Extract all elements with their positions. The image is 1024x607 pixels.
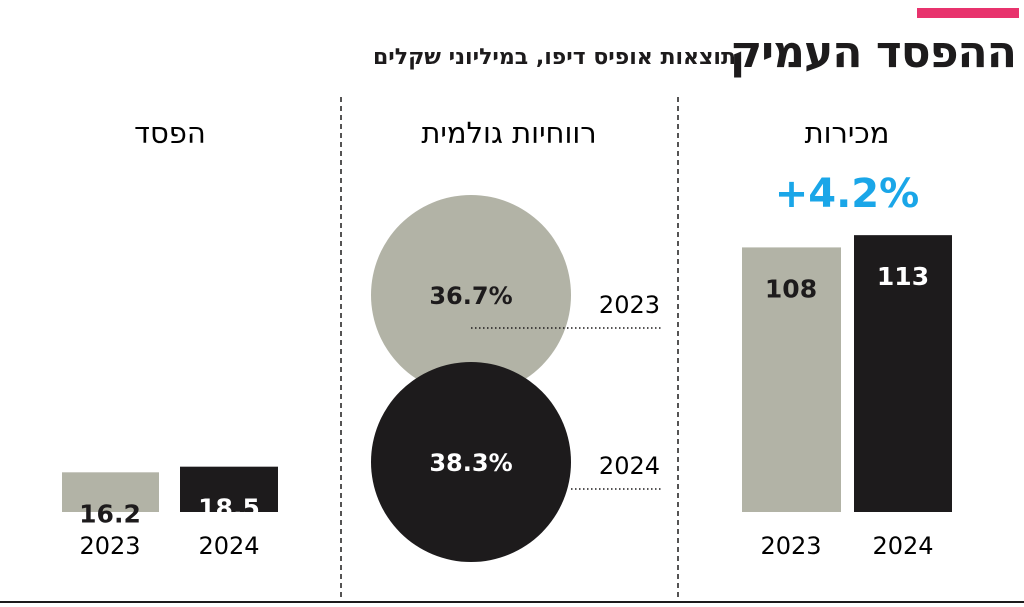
margin-value-2024: 38.3%: [429, 449, 512, 477]
loss-bar-2023: [62, 472, 159, 512]
margin-bubble-2024: [371, 362, 571, 562]
sales-category-2023: 2023: [760, 532, 821, 560]
loss-bar-2024: [180, 466, 278, 512]
sales-panel: מכירות +4.2% 108 113 2023 2024: [742, 116, 952, 560]
loss-category-2024: 2024: [198, 532, 259, 560]
loss-panel: הפסד 16.2 18.5 2023 2024: [62, 116, 278, 560]
sales-change-label: +4.2%: [775, 171, 919, 217]
sales-bar-2024: [854, 235, 952, 512]
margin-panel: רווחיות גולמית 36.7% 38.3% 2023 2024: [371, 116, 662, 562]
sales-title: מכירות: [805, 116, 890, 150]
margin-bubble-2023: [371, 195, 571, 395]
chart-title: ההפסד העמיק: [729, 27, 1017, 78]
loss-title: הפסד: [134, 116, 206, 150]
margin-value-2023: 36.7%: [429, 282, 512, 310]
loss-value-2023: 16.2: [79, 499, 141, 528]
chart-subtitle: תוצאות אופיס דיפו, במיליוני שקלים: [372, 45, 736, 70]
margin-category-2024: 2024: [599, 452, 660, 480]
loss-value-2024: 18.5: [198, 494, 260, 523]
sales-bar-2023: [742, 247, 841, 512]
sales-value-2024: 113: [877, 262, 929, 291]
sales-category-2024: 2024: [872, 532, 933, 560]
sales-value-2023: 108: [765, 274, 817, 303]
margin-title: רווחיות גולמית: [421, 116, 596, 150]
margin-category-2023: 2023: [599, 291, 660, 319]
accent-bar: [917, 8, 1019, 18]
loss-category-2023: 2023: [79, 532, 140, 560]
